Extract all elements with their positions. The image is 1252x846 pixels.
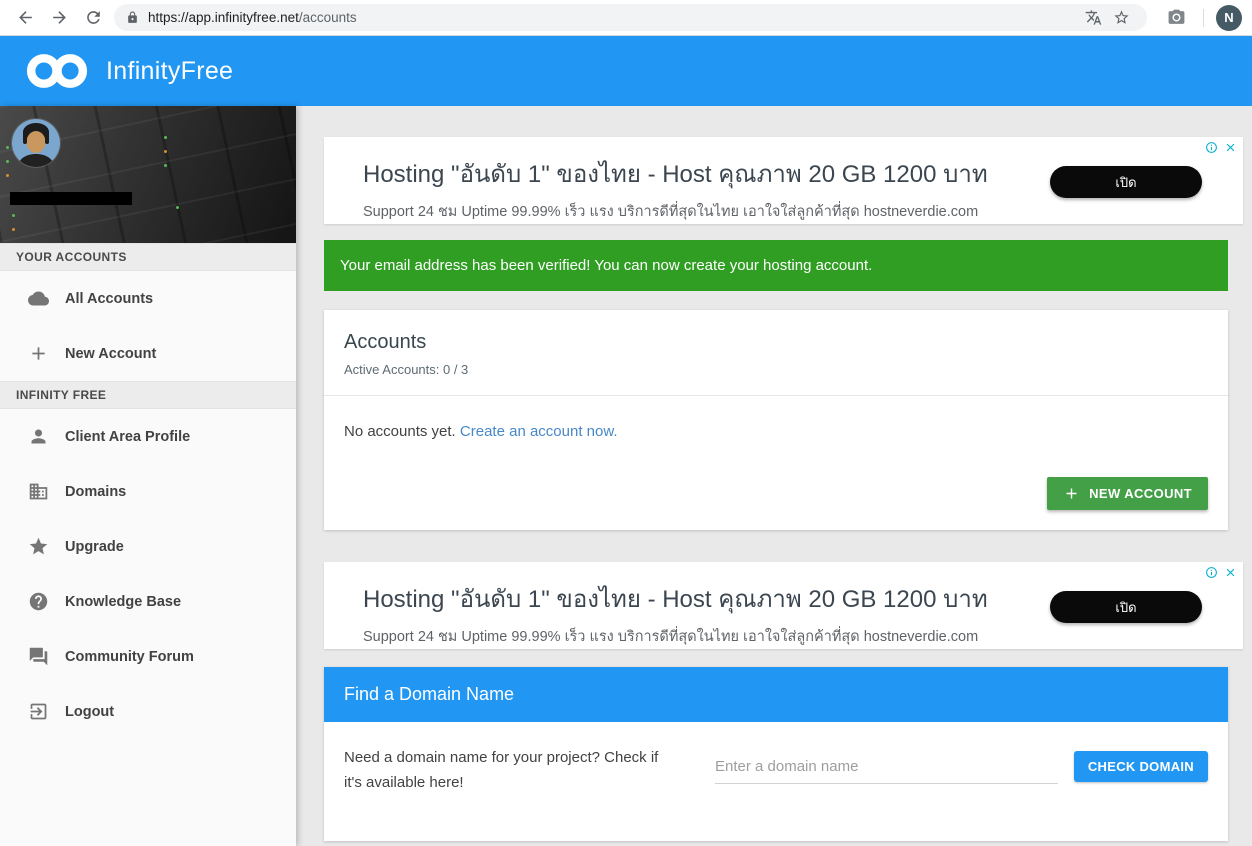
ad-banner-bottom[interactable]: Hosting "อันดับ 1" ของไทย - Host คุณภาพ … <box>324 562 1243 649</box>
no-accounts-text: No accounts yet. <box>344 423 456 440</box>
sidebar-item-upgrade[interactable]: Upgrade <box>0 519 296 574</box>
sidebar-item-label: Community Forum <box>65 648 194 665</box>
person-icon <box>31 429 46 444</box>
find-domain-header: Find a Domain Name <box>324 667 1228 722</box>
address-bar[interactable]: https://app.infinityfree.net/accounts <box>114 4 1147 31</box>
help-icon <box>29 592 48 611</box>
star-icon <box>29 537 48 555</box>
new-account-button[interactable]: NEW ACCOUNT <box>1047 477 1208 510</box>
ad-cta-button[interactable]: เปิด <box>1050 591 1202 623</box>
ad-close-icon[interactable] <box>1224 141 1237 154</box>
plus-icon <box>32 347 45 360</box>
sidebar-item-new-account[interactable]: New Account <box>0 326 296 381</box>
card-divider <box>324 395 1228 396</box>
sidebar-section-your-accounts: YOUR ACCOUNTS <box>0 243 296 271</box>
ad-cta-button[interactable]: เปิด <box>1050 166 1202 198</box>
infinity-logo-icon[interactable] <box>26 51 88 91</box>
bookmark-star-icon[interactable] <box>1107 6 1135 30</box>
sidebar-item-knowledge-base[interactable]: Knowledge Base <box>0 574 296 629</box>
sidebar-item-client-area-profile[interactable]: Client Area Profile <box>0 409 296 464</box>
back-icon[interactable] <box>8 3 42 33</box>
refresh-icon[interactable] <box>76 3 110 33</box>
sidebar-item-label: Knowledge Base <box>65 593 182 610</box>
url-text: https://app.infinityfree.net/accounts <box>148 10 357 25</box>
sidebar: YOUR ACCOUNTS All Accounts New Account I… <box>0 106 296 846</box>
ad-close-icon[interactable] <box>1224 566 1237 579</box>
ad-title[interactable]: Hosting "อันดับ 1" ของไทย - Host คุณภาพ … <box>363 161 988 188</box>
accounts-card-title: Accounts <box>344 331 427 353</box>
camera-extension-icon[interactable] <box>1161 4 1191 32</box>
cloud-icon <box>28 291 49 306</box>
ad-description: Support 24 ชม Uptime 99.99% เร็ว แรง บริ… <box>363 629 979 645</box>
plus-icon <box>1066 488 1077 499</box>
domain-description: Need a domain name for your project? Che… <box>344 749 659 791</box>
sidebar-item-all-accounts[interactable]: All Accounts <box>0 271 296 326</box>
accounts-card: Accounts Active Accounts: 0 / 3 No accou… <box>324 310 1228 530</box>
sidebar-item-label: New Account <box>65 345 157 362</box>
ad-info-icon[interactable] <box>1205 566 1218 579</box>
find-domain-card: Find a Domain Name Need a domain name fo… <box>324 667 1228 841</box>
check-domain-button[interactable]: CHECK DOMAIN <box>1073 751 1208 782</box>
toolbar-divider <box>1203 8 1204 27</box>
brand-title[interactable]: InfinityFree <box>106 56 234 85</box>
email-verified-alert: Your email address has been verified! Yo… <box>324 240 1228 291</box>
sidebar-item-label: All Accounts <box>65 290 154 307</box>
sidebar-item-domains[interactable]: Domains <box>0 464 296 519</box>
logout-icon <box>30 703 47 720</box>
translate-icon[interactable] <box>1079 6 1107 30</box>
ad-description: Support 24 ชม Uptime 99.99% เร็ว แรง บริ… <box>363 204 979 220</box>
user-avatar[interactable] <box>12 119 60 167</box>
sidebar-section-infinity-free: INFINITY FREE <box>0 381 296 409</box>
ad-title[interactable]: Hosting "อันดับ 1" ของไทย - Host คุณภาพ … <box>363 586 988 613</box>
active-accounts-count: Active Accounts: 0 / 3 <box>344 362 469 377</box>
domain-icon <box>29 483 48 500</box>
alert-message: Your email address has been verified! Yo… <box>340 257 873 274</box>
forum-icon <box>29 647 48 666</box>
server-leds-decoration <box>6 146 9 149</box>
main-content: Hosting "อันดับ 1" ของไทย - Host คุณภาพ … <box>296 106 1252 846</box>
ad-info-icon[interactable] <box>1205 141 1218 154</box>
sidebar-item-label: Logout <box>65 703 115 720</box>
sidebar-item-label: Upgrade <box>65 538 124 555</box>
lock-icon <box>126 11 139 24</box>
domain-name-input[interactable] <box>715 752 1058 784</box>
ad-banner-top[interactable]: Hosting "อันดับ 1" ของไทย - Host คุณภาพ … <box>324 137 1243 224</box>
sidebar-item-logout[interactable]: Logout <box>0 684 296 739</box>
sidebar-item-community-forum[interactable]: Community Forum <box>0 629 296 684</box>
redacted-username <box>10 192 132 205</box>
create-account-link[interactable]: Create an account now. <box>459 423 618 440</box>
browser-toolbar: https://app.infinityfree.net/accounts N <box>0 0 1252 36</box>
browser-profile-avatar[interactable]: N <box>1216 4 1242 31</box>
app-header: InfinityFree <box>0 36 1252 106</box>
profile-panel <box>0 106 296 243</box>
sidebar-item-label: Domains <box>65 483 127 500</box>
forward-icon[interactable] <box>42 3 76 33</box>
sidebar-item-label: Client Area Profile <box>65 428 191 445</box>
